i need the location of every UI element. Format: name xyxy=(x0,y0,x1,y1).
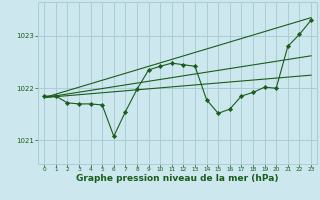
X-axis label: Graphe pression niveau de la mer (hPa): Graphe pression niveau de la mer (hPa) xyxy=(76,174,279,183)
